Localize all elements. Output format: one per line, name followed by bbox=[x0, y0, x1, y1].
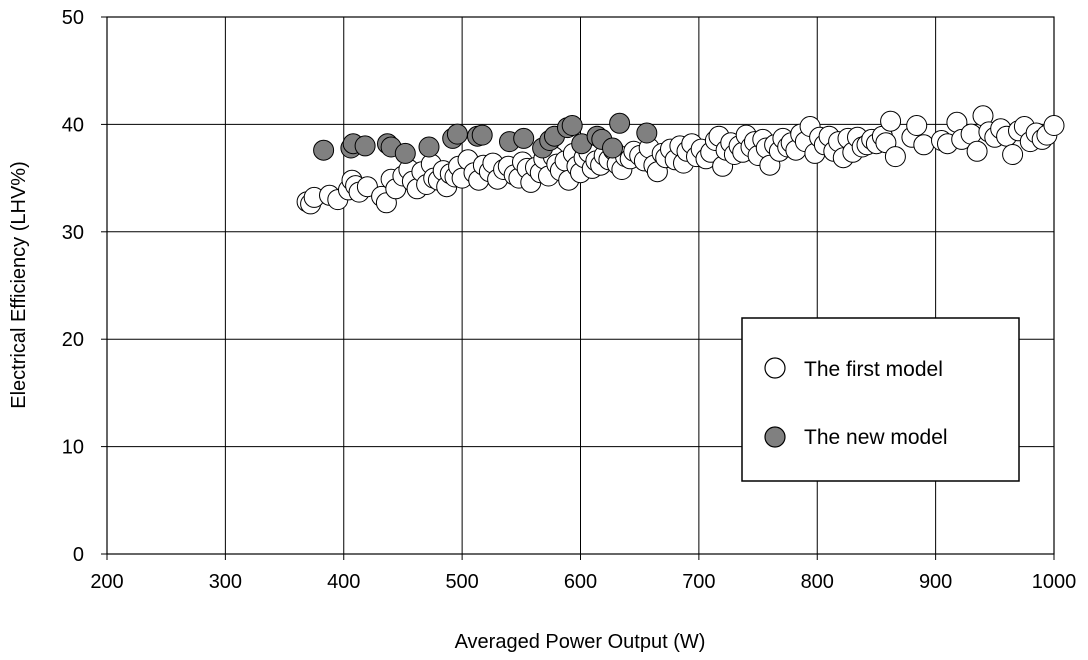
x-tick-label: 200 bbox=[90, 571, 123, 593]
data-point bbox=[313, 139, 335, 161]
x-tick-label: 1000 bbox=[1032, 571, 1077, 593]
y-axis-title: Electrical Efficiency (LHV%) bbox=[8, 161, 30, 408]
x-tick-label: 500 bbox=[445, 571, 478, 593]
data-point bbox=[906, 115, 928, 136]
data-point bbox=[1043, 115, 1065, 136]
x-axis-title: Averaged Power Output (W) bbox=[455, 631, 706, 653]
data-point bbox=[880, 110, 902, 132]
x-tick-label: 400 bbox=[327, 571, 360, 593]
data-point bbox=[966, 140, 988, 162]
plot-area-border bbox=[106, 16, 1055, 555]
data-point bbox=[418, 136, 440, 158]
y-tick-label: 50 bbox=[62, 7, 84, 29]
data-point bbox=[1002, 144, 1024, 165]
data-point bbox=[602, 137, 623, 159]
data-point bbox=[513, 127, 535, 149]
y-tick-label: 10 bbox=[62, 437, 84, 459]
y-tick-label: 0 bbox=[73, 544, 84, 566]
y-tick-label: 40 bbox=[62, 114, 84, 136]
data-point bbox=[471, 124, 493, 146]
series-first-model bbox=[296, 105, 1065, 215]
data-point bbox=[884, 146, 906, 168]
data-point bbox=[913, 134, 935, 156]
x-tick-label: 900 bbox=[919, 571, 952, 593]
y-tick-label: 30 bbox=[62, 222, 84, 244]
x-tick-label: 700 bbox=[682, 571, 715, 593]
data-point bbox=[394, 142, 416, 164]
data-point bbox=[636, 122, 658, 144]
tick-labels: 200 300 400 500 600 700 800 900 1000 0 10 20 30 40 50 bbox=[62, 7, 1077, 593]
legend-marker-new-model bbox=[764, 426, 786, 448]
legend-label-first-model: The first model bbox=[804, 358, 943, 381]
x-tick-label: 600 bbox=[564, 571, 597, 593]
x-tick-label: 800 bbox=[801, 571, 834, 593]
data-point bbox=[609, 112, 631, 134]
data-point bbox=[561, 115, 583, 136]
data-point bbox=[446, 123, 468, 145]
legend-label-new-model: The new model bbox=[804, 426, 948, 449]
legend: The first model The new model bbox=[741, 317, 1020, 482]
data-point bbox=[354, 135, 376, 157]
legend-marker-first-model bbox=[764, 357, 786, 379]
legend-box bbox=[741, 317, 1020, 482]
data-points bbox=[296, 105, 1065, 215]
x-tick-label: 300 bbox=[209, 571, 242, 593]
y-tick-label: 20 bbox=[62, 329, 84, 351]
series-new-model bbox=[313, 112, 658, 164]
